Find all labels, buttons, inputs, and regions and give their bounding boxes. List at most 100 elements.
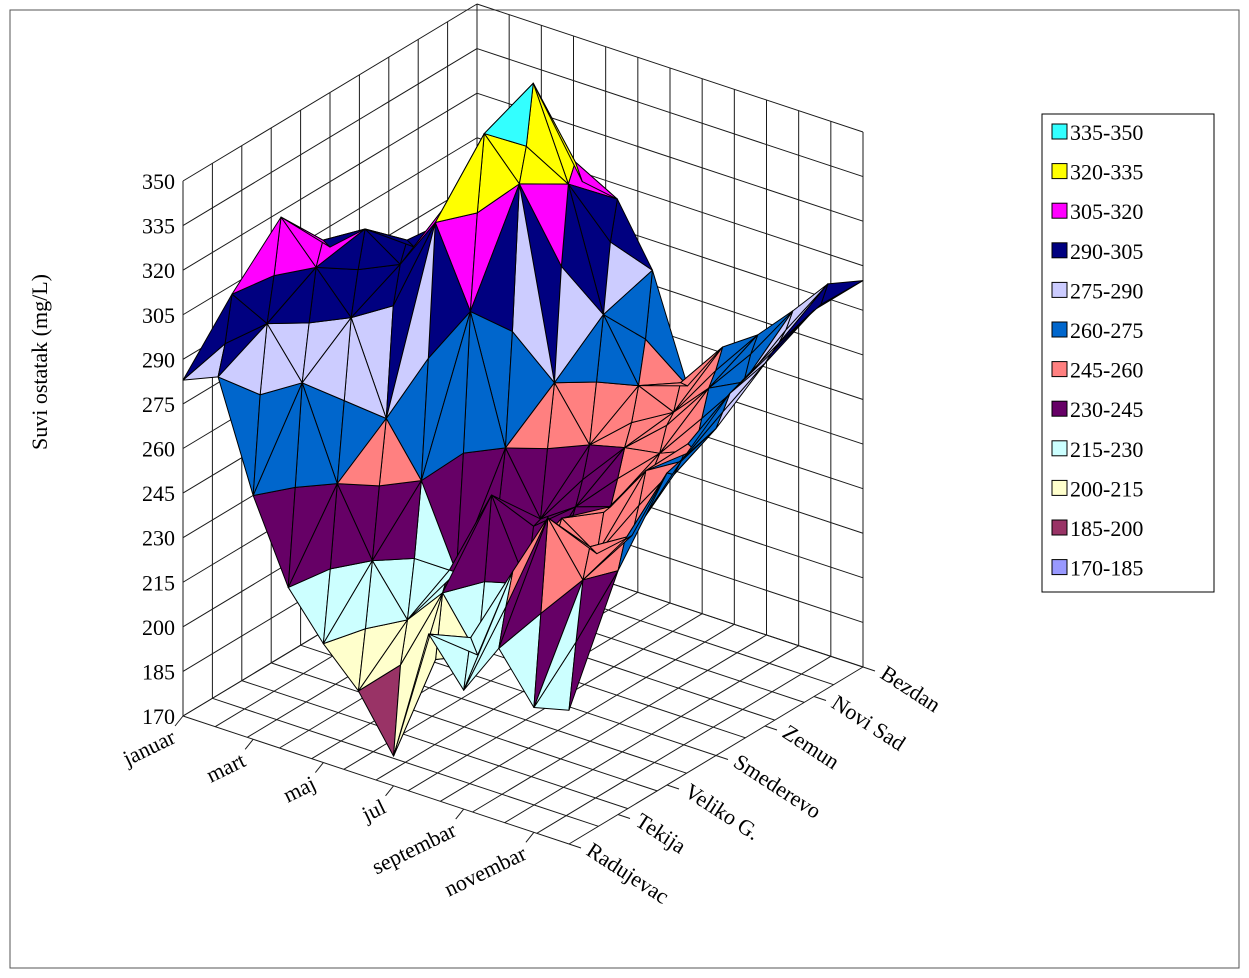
surface-facet (673, 346, 724, 413)
surface-facet (322, 560, 373, 645)
surface-facet (638, 382, 689, 387)
legend-swatch (1051, 242, 1068, 259)
x-tick-mark (314, 762, 324, 773)
legend-label: 200-215 (1070, 476, 1143, 501)
y-tick-mark (568, 843, 582, 849)
z-tick-label: 335 (142, 214, 175, 239)
x-tick-mark (174, 715, 184, 727)
surface-facet (659, 387, 710, 454)
surface-facet (533, 579, 584, 709)
surface-facet (575, 447, 626, 508)
surface-facet (287, 483, 338, 588)
y-tick-mark (617, 814, 631, 819)
surface-facet (280, 216, 331, 248)
surface-facet (518, 183, 569, 267)
z-tick-label: 275 (142, 392, 175, 417)
surface-facet (231, 216, 282, 295)
surface-facet (602, 269, 653, 340)
surface-facet (596, 470, 647, 555)
surface-facet (182, 293, 233, 381)
surface-facet (483, 82, 534, 147)
surface-facet (504, 382, 555, 450)
legend-swatch (1051, 163, 1068, 180)
surface-facet (420, 310, 471, 482)
z-tick-label: 260 (142, 437, 175, 462)
surface-facet (532, 82, 583, 183)
surface-facet (567, 183, 618, 243)
x-tick-mark (455, 808, 465, 820)
surface-facet (582, 535, 633, 581)
legend-label: 275-290 (1070, 278, 1143, 303)
surface-facet (301, 317, 352, 402)
surface-facet (428, 633, 479, 656)
y-tick-mark (715, 755, 729, 760)
legend-swatch (1051, 321, 1068, 338)
surface-facet (708, 334, 759, 389)
legend-swatch (1051, 440, 1068, 457)
legend-label: 230-245 (1070, 397, 1143, 422)
x-tick-mark (385, 785, 394, 797)
legend-swatch (1051, 400, 1068, 417)
legend-swatch (1051, 361, 1068, 378)
surface-facet (553, 314, 604, 384)
y-tick-mark (666, 784, 680, 790)
z-axis-ticks: 170 185 200 215 230 245 260 275 290 305 320 335 350 (142, 169, 175, 729)
legend-label: 170-185 (1070, 556, 1143, 581)
legend-label: 320-335 (1070, 160, 1143, 185)
surface-facet (561, 506, 612, 519)
z-tick-label: 230 (142, 526, 175, 551)
surface-facet (469, 183, 520, 332)
surface-facet (729, 342, 780, 394)
surface-facet (743, 310, 794, 383)
surface-facet (350, 263, 401, 319)
surface-facet (463, 571, 514, 691)
legend-box (1041, 113, 1215, 593)
legend-swatch (1051, 202, 1068, 219)
surface-facet (624, 411, 675, 449)
z-tick-label: 215 (142, 570, 175, 595)
surface-facet (385, 222, 436, 419)
surface-facet (540, 444, 591, 520)
surface-facet (315, 228, 366, 271)
floor-gridline (472, 634, 767, 813)
surface-facet (266, 266, 317, 325)
z-tick-label: 200 (142, 615, 175, 640)
z-tick-label: 350 (142, 169, 175, 194)
surface-facet (434, 133, 485, 224)
surface-facet (371, 480, 422, 562)
surface-facet (547, 517, 598, 555)
surface-facet (589, 385, 640, 446)
legend-label: 335-350 (1070, 120, 1143, 145)
z-tick-label: 305 (142, 303, 175, 328)
legend-label: 290-305 (1070, 239, 1143, 264)
legend-label: 185-200 (1070, 516, 1143, 541)
legend-swatch (1051, 281, 1068, 298)
legend-swatch (1051, 123, 1068, 140)
z-tick-label: 320 (142, 258, 175, 283)
legend: 335-350 320-335 305-320 290-305 275-290 260-2… (1041, 113, 1215, 593)
legend-swatch (1051, 519, 1068, 536)
floor-gridline (504, 645, 799, 824)
legend-label: 260-275 (1070, 318, 1143, 343)
legend-swatch (1051, 479, 1068, 496)
floor-gridline (375, 602, 671, 781)
z-tick-label: 290 (142, 347, 175, 372)
surface-plot (182, 82, 864, 757)
z-tick-label: 185 (142, 659, 175, 684)
surface-facet (357, 619, 408, 692)
y-tick-mark (813, 696, 827, 701)
x-tick-mark (525, 832, 535, 843)
z-tick-label: 245 (142, 481, 175, 506)
y-tick-mark (862, 666, 876, 672)
floor-gridline (536, 655, 832, 834)
surface-facet (491, 494, 542, 527)
legend-label: 305-320 (1070, 199, 1143, 224)
z-tick-label: 170 (142, 704, 175, 729)
surface-facet (217, 323, 268, 396)
y-tick-mark (764, 725, 778, 731)
surface-facet (680, 392, 731, 463)
legend-swatch (1051, 559, 1068, 576)
z-axis-title: Suvi ostatak (mg/L) (27, 274, 52, 450)
